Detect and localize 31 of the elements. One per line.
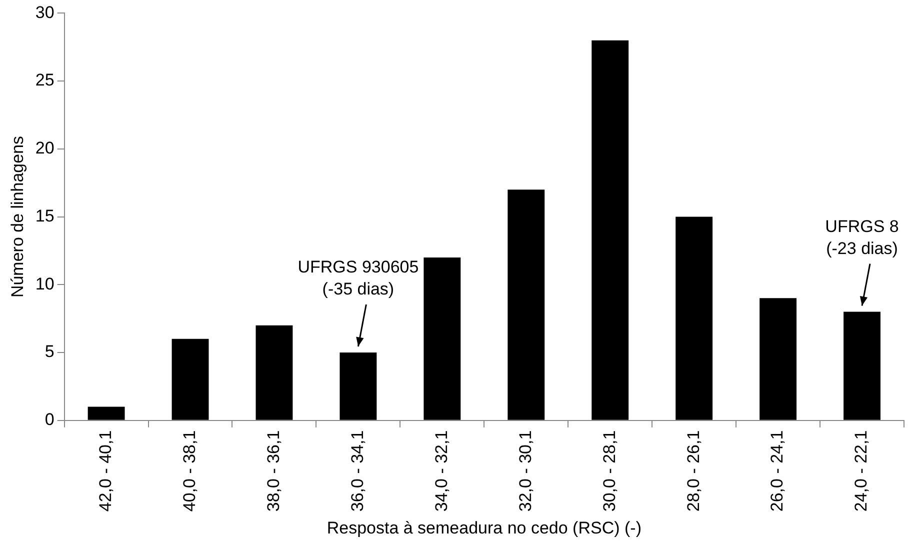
y-tick-label: 25: [35, 70, 54, 90]
bar: [424, 257, 461, 420]
x-tick-label: 28,0 - 26,1: [684, 430, 703, 512]
bar: [592, 40, 629, 420]
x-tick-label: 34,0 - 32,1: [432, 430, 451, 512]
x-tick-label: 24,0 - 22,1: [852, 430, 871, 512]
y-tick-label: 20: [35, 138, 54, 158]
bar: [88, 406, 125, 420]
bar: [340, 352, 377, 420]
x-tick-label: 26,0 - 24,1: [768, 430, 787, 512]
y-tick-label: 10: [35, 274, 54, 294]
bar: [760, 298, 797, 420]
y-tick-label: 5: [44, 342, 54, 362]
bar: [676, 216, 713, 420]
annotation: UFRGS 930605 (-35 dias): [298, 258, 419, 299]
x-tick-label: 40,0 - 38,1: [180, 430, 199, 512]
bar: [256, 325, 293, 420]
x-tick-label: 30,0 - 28,1: [600, 430, 619, 512]
y-tick-label: 30: [35, 2, 54, 22]
y-tick-label: 0: [44, 410, 54, 430]
y-tick-label: 15: [35, 206, 54, 226]
x-axis-title: Resposta à semeadura no cedo (RSC) (-): [326, 518, 642, 538]
x-tick-label: 42,0 - 40,1: [96, 430, 115, 512]
bar: [172, 338, 209, 420]
x-tick-label: 32,0 - 30,1: [516, 430, 535, 512]
bar: [844, 312, 880, 420]
annotation: UFRGS 8 (-23 dias): [825, 216, 899, 258]
x-tick-label: 36,0 - 34,1: [348, 430, 367, 512]
x-tick-label: 38,0 - 36,1: [264, 430, 283, 512]
bar: [508, 190, 545, 420]
y-axis-title: Número de linhagens: [8, 136, 27, 298]
